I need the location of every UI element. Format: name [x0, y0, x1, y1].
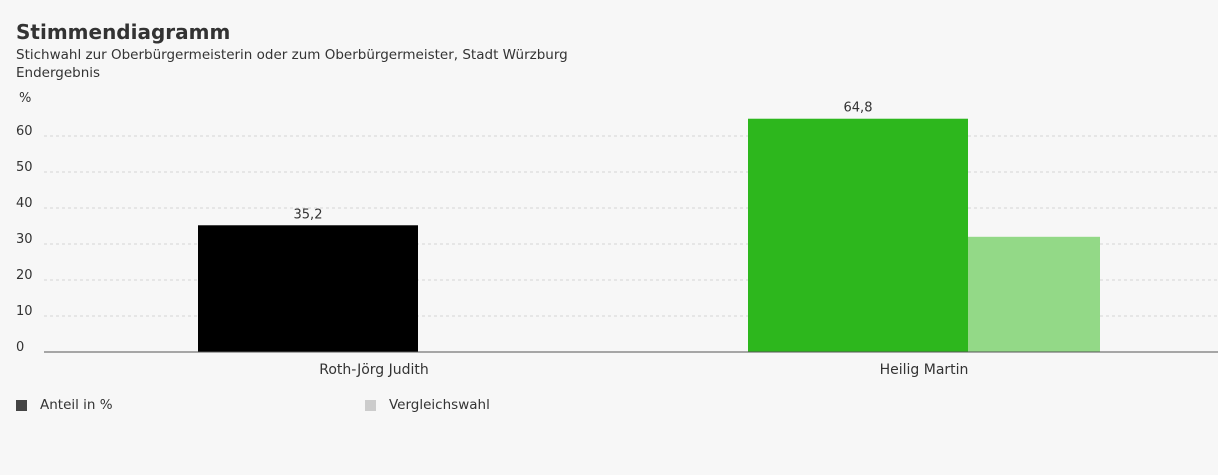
chart-subtitle: Stichwahl zur Oberbürgermeisterin oder z…	[16, 47, 568, 63]
y-tick-label: 60	[16, 124, 33, 139]
bar-value-labels: 35,2 64,8	[294, 101, 873, 223]
x-tick-label: Heilig Martin	[880, 362, 969, 378]
legend-swatch	[16, 399, 27, 411]
legend-label: Vergleichswahl	[389, 397, 490, 413]
bar-roth-joerg	[198, 225, 418, 352]
legend-swatch	[365, 399, 376, 411]
bar-value-label: 64,8	[844, 101, 873, 116]
y-axis-label: %	[19, 91, 31, 106]
chart-title: Stimmendiagramm	[16, 20, 231, 44]
y-tick-label: 30	[16, 232, 33, 247]
legend-item-vergleichswahl: Vergleichswahl	[365, 397, 490, 413]
y-tick-label: 40	[16, 196, 33, 211]
legend-label: Anteil in %	[40, 397, 113, 413]
x-tick-label: Roth-Jörg Judith	[319, 362, 429, 378]
bar-value-label: 35,2	[294, 207, 323, 222]
y-tick-label: 0	[16, 340, 24, 355]
y-tick-label: 10	[16, 304, 33, 319]
result-status: Endergebnis	[16, 65, 101, 81]
y-tick-label: 50	[16, 160, 33, 175]
y-tick-labels: 0 10 20 30 40 50 60	[16, 124, 33, 355]
bar-heilig	[748, 118, 968, 352]
bars	[198, 118, 1100, 352]
legend-item-anteil: Anteil in %	[16, 397, 113, 413]
y-tick-label: 20	[16, 268, 33, 283]
x-tick-labels: Roth-Jörg Judith Heilig Martin	[319, 362, 968, 378]
bar-vergleichswahl	[968, 236, 1100, 352]
